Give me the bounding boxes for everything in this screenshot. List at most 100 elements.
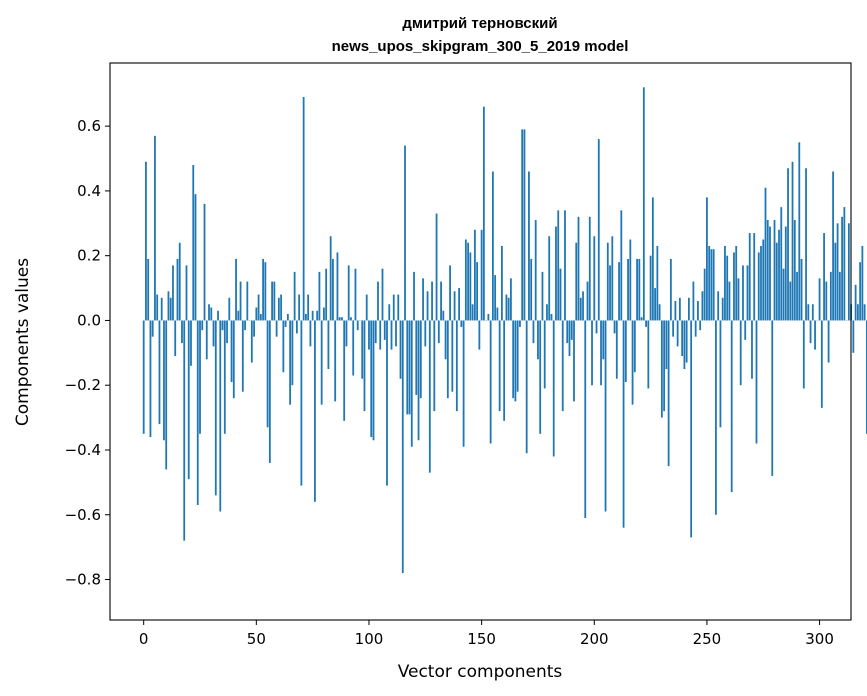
plot-frame	[109, 62, 852, 621]
bar	[730, 320, 733, 493]
bar	[451, 320, 454, 392]
bar	[505, 294, 508, 321]
bar	[480, 229, 483, 321]
bar	[295, 320, 298, 334]
bar	[395, 320, 397, 347]
bar	[167, 291, 170, 321]
bar	[669, 258, 672, 321]
bar	[530, 258, 533, 321]
bar	[503, 320, 506, 421]
x-tick-label: 150	[467, 630, 496, 648]
bar	[440, 281, 442, 321]
bar	[825, 281, 828, 321]
bar	[703, 268, 706, 321]
bar	[811, 304, 814, 321]
bar	[467, 242, 470, 321]
bar	[784, 226, 787, 321]
bar	[555, 226, 557, 321]
bar	[397, 294, 400, 321]
bar	[406, 320, 409, 415]
bar	[284, 320, 287, 327]
bar	[433, 320, 436, 412]
bar	[577, 216, 580, 321]
bar	[165, 320, 168, 470]
bar	[859, 262, 862, 321]
bar	[807, 304, 810, 321]
bar	[737, 278, 740, 321]
bar	[428, 320, 431, 473]
bar	[793, 220, 796, 321]
bar	[861, 245, 864, 321]
bar	[757, 252, 760, 321]
bar	[658, 304, 661, 321]
bar	[645, 320, 647, 327]
bar	[415, 320, 418, 395]
bar	[570, 320, 573, 340]
bar	[277, 297, 280, 321]
bar	[363, 320, 366, 412]
chart-title: дмитрий терновский	[402, 15, 557, 32]
bar	[525, 320, 528, 454]
bar	[739, 320, 742, 386]
bar	[710, 249, 713, 321]
bar	[246, 281, 249, 321]
bar	[172, 265, 174, 321]
bar	[660, 320, 663, 418]
bar	[196, 320, 199, 506]
bar	[374, 320, 377, 344]
bar	[550, 313, 553, 321]
bar	[523, 129, 526, 321]
bar	[275, 320, 278, 337]
bar	[377, 281, 379, 321]
bar	[309, 320, 312, 347]
y-tick-label: −0.4	[65, 441, 101, 459]
bar	[178, 242, 181, 321]
bar	[343, 320, 346, 421]
x-axis: 0 50 100 150 200 250 300	[139, 620, 834, 648]
bar	[325, 268, 328, 321]
bar	[217, 310, 219, 321]
bar	[656, 245, 659, 321]
bar	[208, 304, 210, 321]
bar	[446, 320, 449, 399]
bar	[329, 236, 332, 321]
bar	[453, 291, 456, 321]
bar	[379, 320, 382, 350]
bar	[706, 197, 708, 321]
bar	[699, 320, 702, 331]
bar	[674, 301, 677, 321]
bar	[498, 320, 501, 412]
bar	[805, 168, 807, 321]
x-tick-label: 0	[139, 630, 149, 648]
bar	[552, 320, 555, 457]
bar	[365, 294, 368, 321]
bar	[791, 161, 794, 321]
bar	[624, 320, 627, 382]
bar	[755, 320, 758, 444]
bar	[142, 320, 145, 434]
bar	[185, 265, 188, 321]
bar	[401, 320, 404, 574]
bar	[404, 145, 406, 321]
bar	[672, 320, 675, 337]
bar	[368, 320, 370, 350]
bar	[782, 268, 785, 321]
bar	[323, 307, 325, 321]
bar	[715, 320, 717, 515]
bar	[618, 262, 620, 321]
bar	[746, 265, 749, 321]
bar	[701, 291, 704, 321]
chart-subtitle: news_upos_skipgram_300_5_2019 model	[332, 38, 629, 55]
bar	[203, 203, 206, 321]
bar	[820, 320, 823, 408]
bar	[318, 271, 321, 321]
bar	[676, 320, 679, 347]
bar	[748, 233, 751, 321]
bar	[633, 320, 636, 373]
bar	[262, 258, 264, 321]
bar	[381, 268, 384, 321]
bar	[521, 129, 524, 321]
bar	[818, 278, 821, 321]
bar	[829, 271, 832, 321]
